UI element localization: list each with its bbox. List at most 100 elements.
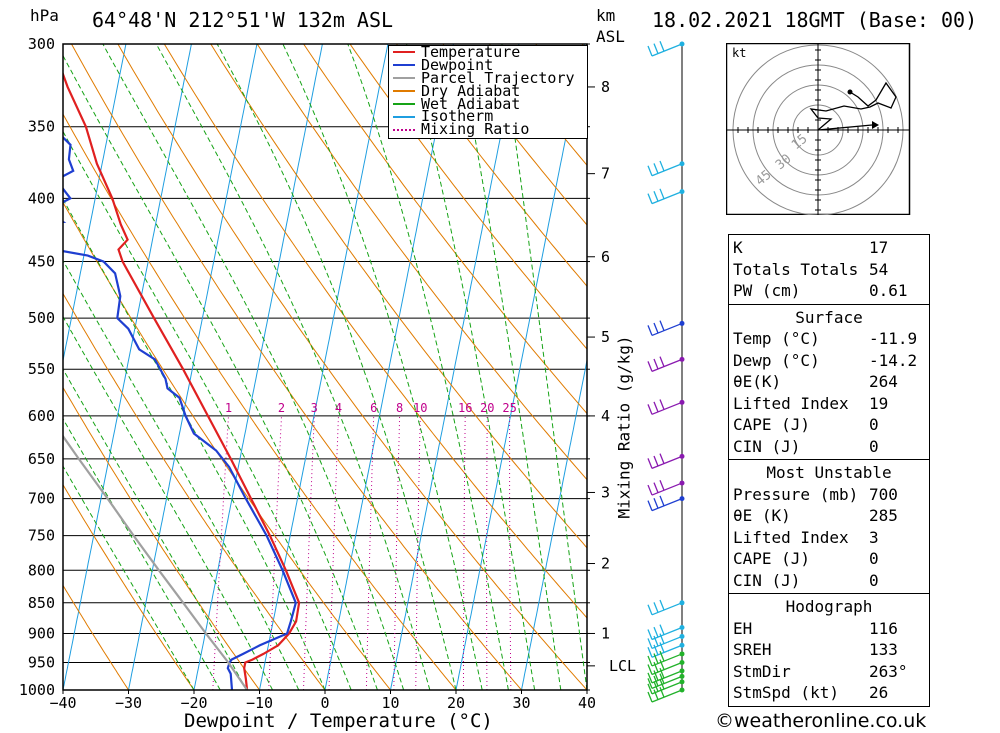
wet-adiabat-line <box>63 368 247 690</box>
sreh-row: SREH 133 <box>733 640 898 659</box>
k-index-row: K 17 <box>733 238 889 257</box>
hodograph-start-dot <box>847 89 853 95</box>
wind-barb-staff <box>651 602 683 616</box>
wind-barb <box>647 40 683 57</box>
wind-barb-staff <box>651 43 683 57</box>
legend-label: Mixing Ratio <box>421 120 530 139</box>
wind-barb <box>647 188 683 205</box>
mixing-ratio-label: 8 <box>396 401 403 415</box>
wind-barb <box>647 480 683 496</box>
wind-barb-staff <box>651 163 683 177</box>
temperature-tick-label: −20 <box>180 694 207 712</box>
wind-barb-flag <box>659 320 665 331</box>
wind-barb-flag <box>647 45 653 57</box>
mixing-ratio-line <box>365 415 375 690</box>
wind-barb-flag <box>653 43 659 54</box>
wind-barb-flag <box>659 659 665 670</box>
wind-barb-flag <box>653 689 659 700</box>
pressure-tick-label: 400 <box>28 189 55 207</box>
dry-adiabat-line <box>63 584 129 690</box>
wind-barb <box>647 659 683 676</box>
wind-barb-flag <box>659 40 665 52</box>
wind-barb <box>647 356 683 372</box>
legend-label: Wet Adiabat <box>421 94 521 113</box>
temperature-tick-label: 10 <box>381 694 399 712</box>
pressure-tick-label: 300 <box>28 35 55 53</box>
pressure-tick-label: 450 <box>28 253 55 271</box>
legend-swatch <box>393 64 415 67</box>
wet-adiabat-line <box>102 44 405 690</box>
wind-barb-staff <box>651 455 683 469</box>
legend-label: Temperature <box>421 43 521 61</box>
wind-barb-flag <box>647 361 653 372</box>
temperature-tick-label: 40 <box>578 694 596 712</box>
wind-barb-flag <box>647 325 653 336</box>
hodograph-section: Hodograph EH 116 SREH 133 StmDir 263° StmSp… <box>729 594 929 706</box>
temperature-tick-label: −40 <box>49 694 76 712</box>
wind-barb-flag <box>653 482 659 493</box>
wind-barb-flag <box>653 681 659 692</box>
indices-table: K 17 Totals Totals 54 PW (cm) 0.61 Surface … <box>728 234 930 707</box>
surface-dewp-row: Dewp (°C) -14.2 <box>733 350 918 370</box>
mixing-ratio-label: 4 <box>335 401 342 415</box>
wet-adiabat-line <box>501 44 587 690</box>
mixing-ratio-label: 6 <box>370 401 377 415</box>
wind-barb-staff <box>651 322 683 337</box>
hodograph-trace <box>809 81 897 131</box>
wind-barb-flag <box>653 497 659 509</box>
wind-barb <box>647 678 683 695</box>
wind-barb-flag <box>647 604 653 616</box>
plot-frame <box>62 43 588 691</box>
mixing-ratio-label: 10 <box>413 401 427 415</box>
wind-barb-flag <box>659 650 665 662</box>
wind-barb-flag <box>647 165 653 176</box>
wind-barb-flag <box>659 667 665 679</box>
wind-barb <box>647 160 683 177</box>
wet-adiabat-line <box>406 44 536 690</box>
isotherm-line <box>455 44 585 690</box>
pressure-tick-label: 550 <box>28 360 55 378</box>
wind-barb-staff <box>651 681 683 695</box>
pressure-tick-label: 800 <box>28 561 55 579</box>
pressure-tick-label: 850 <box>28 594 55 612</box>
wind-barb-flag <box>647 638 653 649</box>
mixing-ratio-line <box>509 415 512 690</box>
legend-item: Isotherm <box>389 109 587 124</box>
dry-adiabat-line <box>63 113 457 690</box>
wind-barb-staff <box>651 401 683 415</box>
wind-barb-staff <box>651 670 683 684</box>
legend-label: Parcel Trajectory <box>421 68 575 87</box>
location-title: 64°48'N 212°51'W 132m ASL <box>92 8 394 32</box>
legend-item: Temperature <box>389 43 587 61</box>
dry-adiabat-line <box>71 44 522 690</box>
wind-barb-flag <box>653 635 659 647</box>
wet-adiabat-line <box>347 44 509 690</box>
pressure-tick-label: 500 <box>28 309 55 327</box>
wind-barb-staff <box>651 358 683 372</box>
mixing-ratio-label: 16 <box>458 401 472 415</box>
wind-barb-staff <box>651 644 683 658</box>
wind-barb-flag <box>653 190 659 202</box>
legend-swatch <box>393 103 415 105</box>
surface-title: Surface <box>795 307 863 327</box>
wet-adiabat-line <box>63 54 378 690</box>
copyright-footer[interactable]: ©weatheronline.co.uk <box>715 710 927 732</box>
wind-barb-flag <box>647 193 653 204</box>
km-tick-label: 7 <box>601 165 610 183</box>
isotherm-line <box>586 687 587 690</box>
legend-item: Mixing Ratio <box>389 120 587 139</box>
wind-barb-flag <box>659 624 665 635</box>
most-unstable-section: Most Unstable Pressure (mb) 700 θE (K) 285… <box>729 460 929 594</box>
wind-barb-flag <box>647 655 653 667</box>
wind-barb-flag <box>659 480 665 491</box>
dewpoint-profile <box>63 135 297 690</box>
wind-barb-flag <box>653 602 659 613</box>
wind-barb-flag <box>659 188 665 200</box>
km-tick-label: 1 <box>601 624 610 642</box>
wind-barb <box>647 453 683 469</box>
wind-barb-flag <box>659 686 665 698</box>
km-label: km <box>596 6 616 25</box>
dry-adiabat-line <box>163 44 587 619</box>
wind-barb-flag <box>653 661 659 673</box>
mixing-ratio-line <box>463 415 466 690</box>
